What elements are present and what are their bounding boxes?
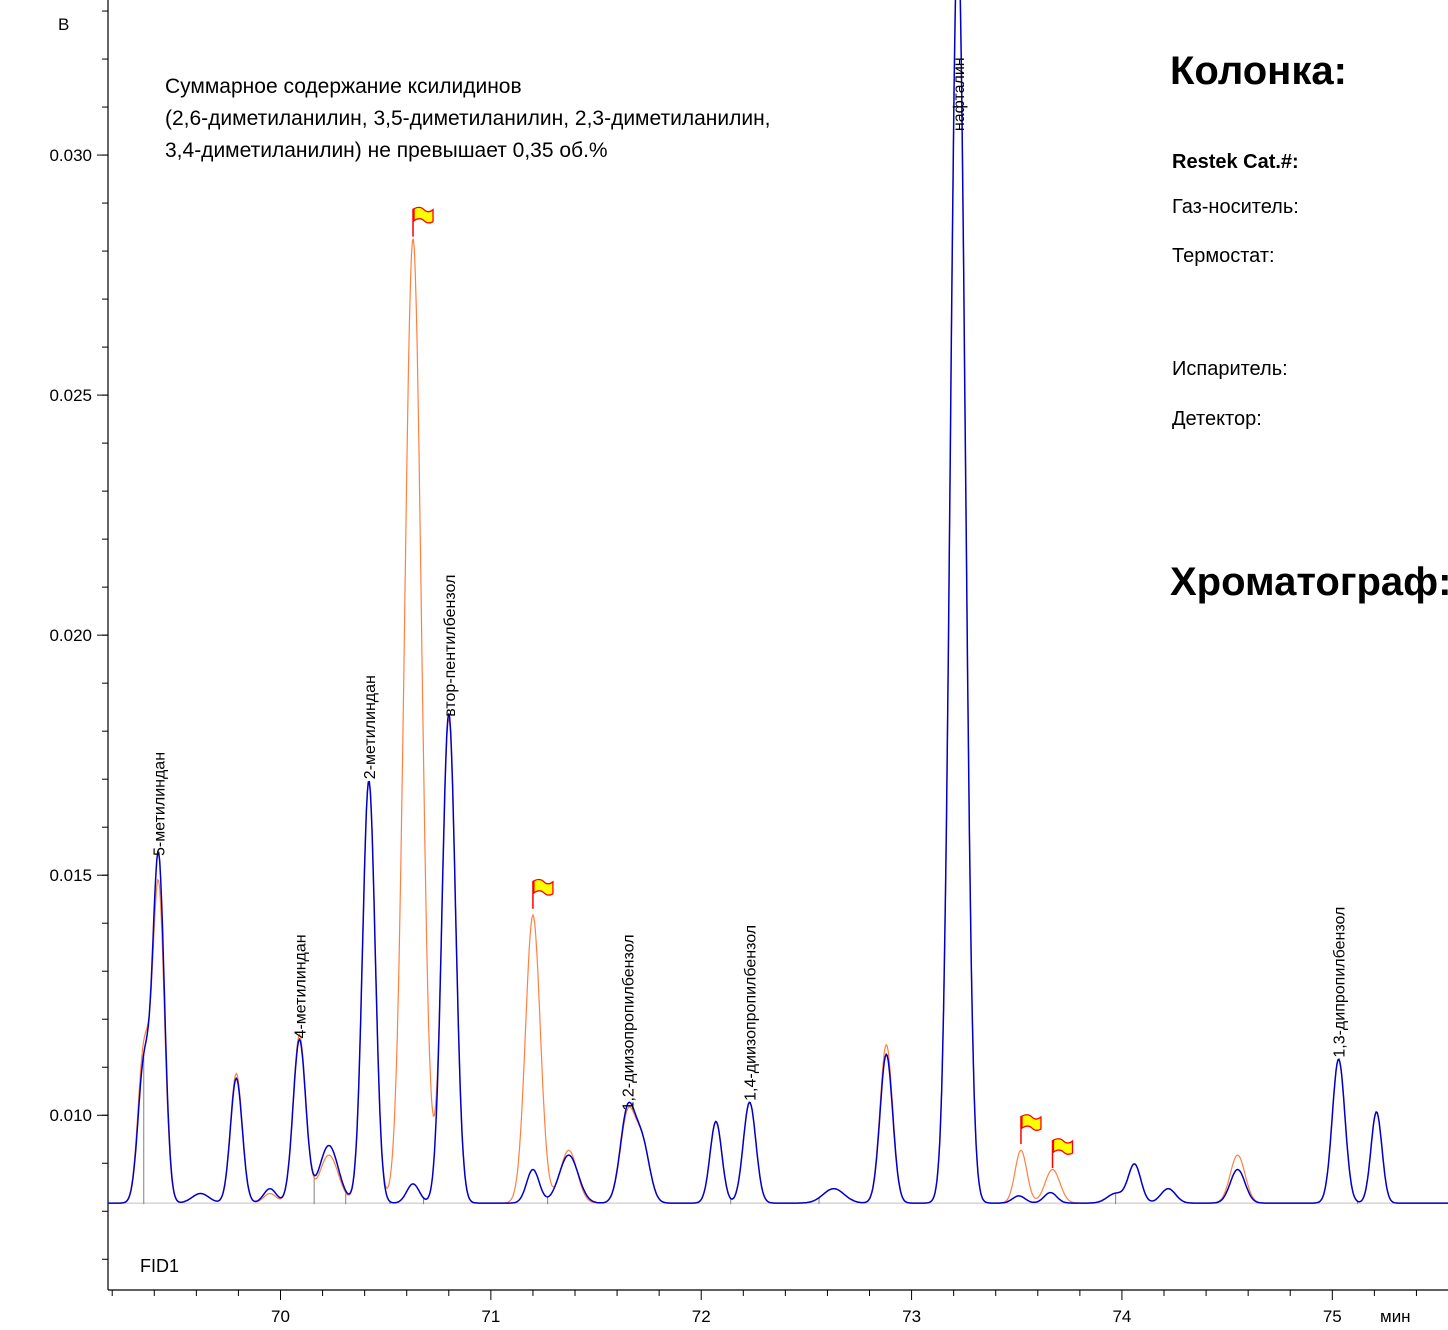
flag-icon <box>532 878 554 909</box>
x-tick-label: 72 <box>692 1307 711 1326</box>
peak-label: 2-метилиндан <box>362 675 379 779</box>
info-panel: Колонка: Restek Cat.#: Газ-носитель: Тер… <box>1170 49 1448 604</box>
y-tick-label: 0.010 <box>49 1106 92 1125</box>
instrument-heading: Хроматограф: <box>1170 560 1448 604</box>
peak-label: 1,2-диизопропилбензол <box>621 934 638 1110</box>
x-tick-label: 75 <box>1323 1307 1342 1326</box>
detector-label: FID1 <box>140 1256 179 1276</box>
peak-label: 1,4-диизопропилбензол <box>743 925 760 1101</box>
peak-label: втор-пентилбензол <box>442 575 459 717</box>
note-line-1: Суммарное содержание ксилидинов <box>165 75 522 98</box>
flag-icon <box>1020 1114 1042 1145</box>
trace-blue <box>108 0 1448 1204</box>
peak-label: 4-метилиндан <box>292 934 309 1038</box>
y-tick-label: 0.015 <box>49 866 92 885</box>
flag-icon <box>1051 1138 1074 1169</box>
peak-label: нафталин <box>951 57 968 131</box>
detector-setting-label: Детектор: <box>1172 408 1262 430</box>
injector-label: Испаритель: <box>1172 358 1288 380</box>
catalog-label: Restek Cat.#: <box>1172 151 1299 173</box>
column-heading: Колонка: <box>1170 49 1347 93</box>
x-axis-unit-label: мин <box>1380 1307 1411 1326</box>
content-note: Суммарное содержание ксилидинов (2,6-дим… <box>165 75 771 162</box>
carrier-gas-label: Газ-носитель: <box>1172 196 1299 218</box>
y-axis-unit-label: В <box>58 15 69 34</box>
flag-icon <box>412 206 434 237</box>
y-tick-label: 0.030 <box>49 146 92 165</box>
peak-labels: 5-метилиндан 4-метилиндан 2-метилиндан втор… <box>151 57 1348 1110</box>
oven-label: Термостат: <box>1172 245 1275 267</box>
x-tick-label: 71 <box>481 1307 500 1326</box>
x-tick-label: 70 <box>271 1307 290 1326</box>
peak-label: 5-метилиндан <box>151 752 168 856</box>
note-line-2: (2,6-диметиланилин, 3,5-диметиланилин, 2… <box>165 107 771 130</box>
x-axis-ticks: 70 71 72 73 74 75 <box>111 1290 1417 1326</box>
peak-label: 1,3-дипропилбензол <box>1332 907 1349 1058</box>
integration-flags <box>412 206 1074 1169</box>
y-tick-label: 0.020 <box>49 626 92 645</box>
x-tick-label: 73 <box>902 1307 921 1326</box>
note-line-3: 3,4-диметиланилин) не превышает 0,35 об.… <box>165 139 608 162</box>
y-axis-ticks: 0.010 0.015 0.020 0.025 0.030 <box>49 10 108 1260</box>
y-tick-label: 0.025 <box>49 386 92 405</box>
x-tick-label: 74 <box>1112 1307 1131 1326</box>
